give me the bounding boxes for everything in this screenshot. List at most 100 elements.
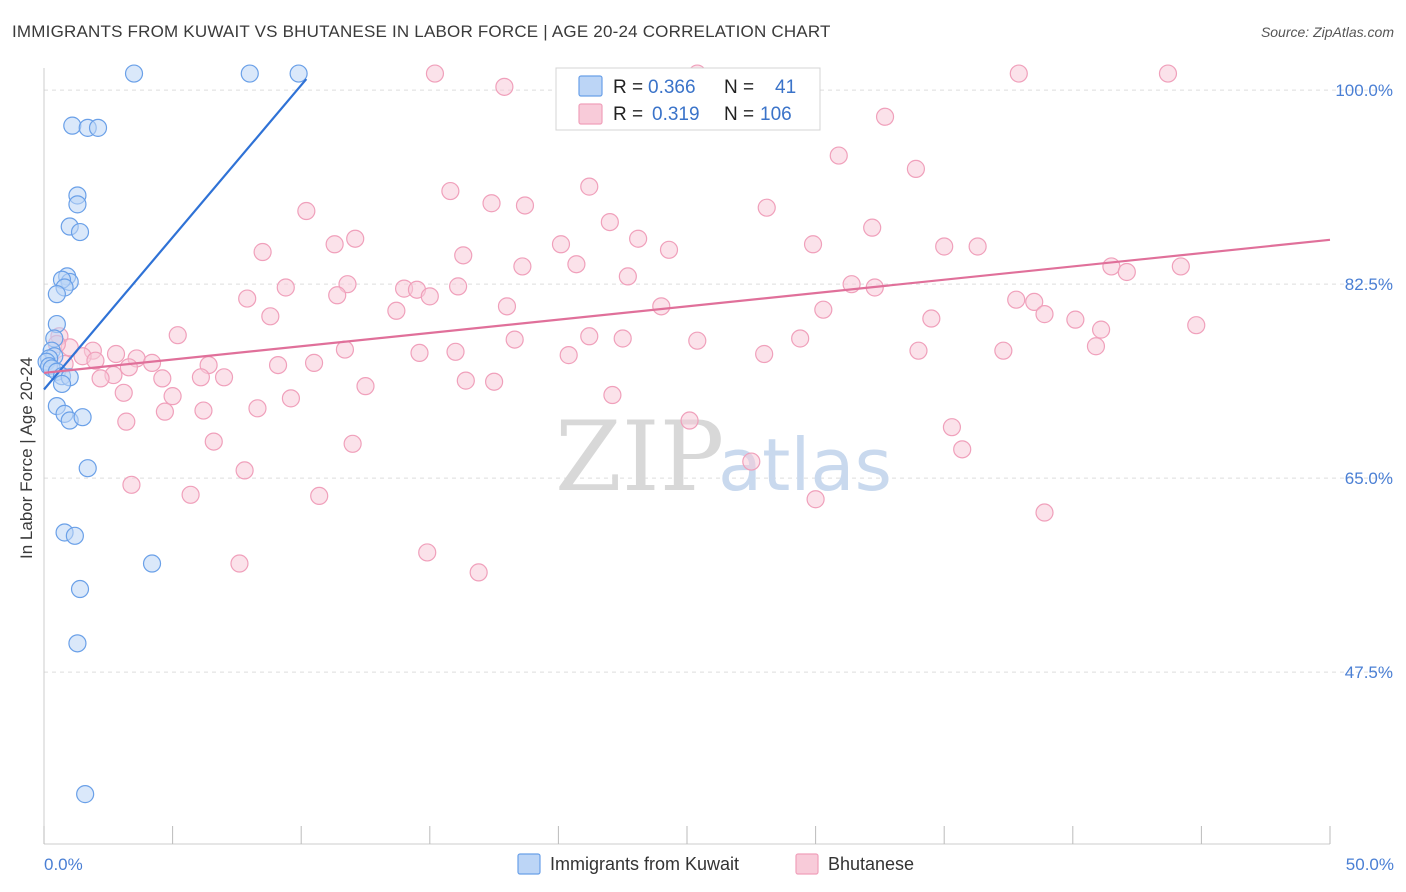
point-bhutanese xyxy=(909,341,928,360)
point-bhutanese xyxy=(325,235,344,254)
point-bhutanese xyxy=(515,196,535,215)
source-label: Source: ZipAtlas.com xyxy=(1260,24,1394,40)
point-bhutanese xyxy=(505,330,524,349)
point-bhutanese xyxy=(304,353,324,372)
point-bhutanese xyxy=(248,399,267,418)
point-bhutanese xyxy=(1117,262,1136,282)
point-kuwait xyxy=(52,374,72,394)
point-bhutanese xyxy=(119,358,138,377)
point-bhutanese xyxy=(1035,503,1054,522)
point-kuwait xyxy=(68,195,87,214)
point-bhutanese xyxy=(680,411,699,430)
stats-swatch-bhutanese xyxy=(578,103,603,125)
x-tick-label-left: 0.0% xyxy=(44,855,83,874)
point-bhutanese xyxy=(153,369,172,388)
point-bhutanese xyxy=(168,326,187,345)
point-kuwait xyxy=(240,64,259,83)
y-tick-label: 100.0% xyxy=(1335,81,1393,100)
point-bhutanese xyxy=(469,563,488,582)
x-ticks xyxy=(43,826,1331,844)
point-bhutanese xyxy=(806,490,825,509)
y-tick-label: 65.0% xyxy=(1345,469,1393,488)
point-kuwait xyxy=(289,64,308,83)
point-bhutanese xyxy=(86,351,105,370)
point-bhutanese xyxy=(603,385,622,405)
point-bhutanese xyxy=(297,201,316,221)
point-bhutanese xyxy=(953,440,972,459)
point-kuwait xyxy=(65,526,84,545)
point-bhutanese xyxy=(163,387,182,406)
point-bhutanese xyxy=(1035,305,1054,324)
y-tick-label: 82.5% xyxy=(1345,275,1393,294)
stats-box: R = 0.366 N = 41 R = 0.319 N = 106 xyxy=(555,67,821,131)
point-bhutanese xyxy=(420,287,439,306)
point-bhutanese xyxy=(482,194,501,213)
point-bhutanese xyxy=(994,341,1013,360)
point-bhutanese xyxy=(204,432,223,451)
point-bhutanese xyxy=(567,255,586,274)
point-bhutanese xyxy=(814,300,833,319)
point-bhutanese xyxy=(618,267,637,286)
stats-n-value-bhutanese: 106 xyxy=(760,104,792,125)
grid-lines xyxy=(44,89,1394,673)
stats-n-value-kuwait: 41 xyxy=(775,77,796,98)
point-bhutanese xyxy=(906,159,926,178)
point-bhutanese xyxy=(1158,64,1178,83)
stats-swatch-kuwait xyxy=(578,75,603,97)
point-bhutanese xyxy=(613,329,632,348)
point-bhutanese xyxy=(495,77,514,96)
point-kuwait xyxy=(142,554,162,573)
point-bhutanese xyxy=(755,344,774,364)
stats-n-label-bhutanese: N = xyxy=(724,104,754,125)
point-bhutanese xyxy=(281,389,301,408)
point-bhutanese xyxy=(1025,292,1044,312)
point-bhutanese xyxy=(448,277,468,296)
point-bhutanese xyxy=(441,181,460,201)
stats-n-label-kuwait: N = xyxy=(724,77,754,98)
point-bhutanese xyxy=(328,286,347,305)
point-bhutanese xyxy=(235,461,254,480)
stats-r-value-bhutanese: 0.319 xyxy=(652,104,700,125)
y-tick-labels: 100.0% 82.5% 65.0% 47.5% xyxy=(1335,81,1393,682)
point-kuwait xyxy=(63,116,82,135)
point-bhutanese xyxy=(600,212,619,232)
point-bhutanese xyxy=(181,485,200,504)
point-bhutanese xyxy=(1009,64,1028,83)
point-bhutanese xyxy=(191,368,210,387)
point-bhutanese xyxy=(122,475,141,494)
point-bhutanese xyxy=(580,177,599,196)
y-tick-label: 47.5% xyxy=(1345,663,1393,682)
point-kuwait xyxy=(78,459,97,478)
point-bhutanese xyxy=(276,278,295,297)
point-bhutanese xyxy=(497,297,517,316)
legend-label-bhutanese: Bhutanese xyxy=(828,854,914,874)
point-bhutanese xyxy=(238,289,257,308)
point-bhutanese xyxy=(580,327,599,346)
point-bhutanese xyxy=(214,368,234,387)
point-bhutanese xyxy=(268,355,288,375)
point-bhutanese xyxy=(559,346,578,365)
point-bhutanese xyxy=(968,237,987,256)
point-bhutanese xyxy=(117,412,136,431)
point-bhutanese xyxy=(91,369,110,388)
trend-lines xyxy=(43,78,1331,391)
chart-title: IMMIGRANTS FROM KUWAIT VS BHUTANESE IN L… xyxy=(12,22,831,41)
scatter-points xyxy=(37,64,1206,804)
point-bhutanese xyxy=(230,554,249,573)
point-bhutanese xyxy=(742,452,761,471)
point-bhutanese xyxy=(757,198,776,217)
legend-label-kuwait: Immigrants from Kuwait xyxy=(550,854,739,874)
point-bhutanese xyxy=(1091,320,1111,339)
point-bhutanese xyxy=(1066,310,1085,329)
point-bhutanese xyxy=(659,240,679,259)
point-bhutanese xyxy=(485,372,504,391)
point-bhutanese xyxy=(338,275,357,294)
point-bhutanese xyxy=(791,329,810,348)
legend-swatch-bhutanese xyxy=(795,853,819,875)
point-kuwait xyxy=(70,222,90,242)
point-bhutanese xyxy=(935,237,954,256)
point-bhutanese xyxy=(1187,316,1206,335)
point-bhutanese xyxy=(551,235,571,254)
point-bhutanese xyxy=(261,307,280,326)
